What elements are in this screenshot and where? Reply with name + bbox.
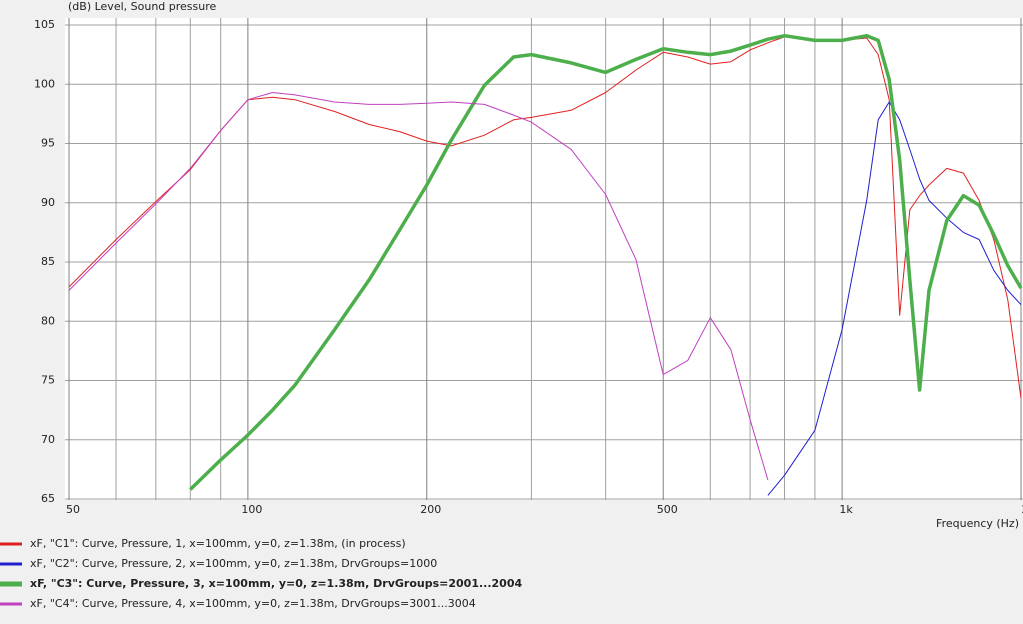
y-tick-label: 95: [41, 137, 55, 150]
x-axis-label: Frequency (Hz): [936, 517, 1019, 530]
y-tick-label: 65: [41, 492, 55, 505]
curve: [68, 36, 1022, 399]
curve: [189, 33, 1023, 491]
y-tick-label: 105: [34, 18, 55, 31]
legend-label: xF, "C2": Curve, Pressure, 2, x=100mm, y…: [30, 557, 437, 570]
x-tick-label: 100: [241, 503, 262, 516]
y-tick-label: 90: [41, 196, 55, 209]
x-tick-label: 200: [420, 503, 441, 516]
y-tick-label: 75: [41, 374, 55, 387]
legend-label: xF, "C4": Curve, Pressure, 4, x=100mm, y…: [30, 597, 476, 610]
legend-label: xF, "C3": Curve, Pressure, 3, x=100mm, y…: [30, 577, 522, 590]
legend: xF, "C1": Curve, Pressure, 1, x=100mm, y…: [0, 537, 522, 610]
curve: [767, 101, 1022, 496]
y-tick-label: 70: [41, 433, 55, 446]
grid: 65 70 75 80 85 90 95 100 105 50 100 200 500 1k 2: [34, 18, 1023, 516]
x-tick-label: 2: [1022, 503, 1023, 516]
curve: [68, 92, 769, 481]
y-tick-label: 85: [41, 255, 55, 268]
x-tick-label: 1k: [839, 503, 853, 516]
y-tick-label: 80: [41, 314, 55, 327]
legend-label: xF, "C1": Curve, Pressure, 1, x=100mm, y…: [30, 537, 406, 550]
x-tick-label: 500: [657, 503, 678, 516]
plot-area: [65, 18, 1023, 500]
x-tick-label: 50: [66, 503, 80, 516]
y-axis-label: (dB) Level, Sound pressure: [68, 0, 217, 13]
curves: [68, 33, 1023, 496]
y-tick-label: 100: [34, 77, 55, 90]
